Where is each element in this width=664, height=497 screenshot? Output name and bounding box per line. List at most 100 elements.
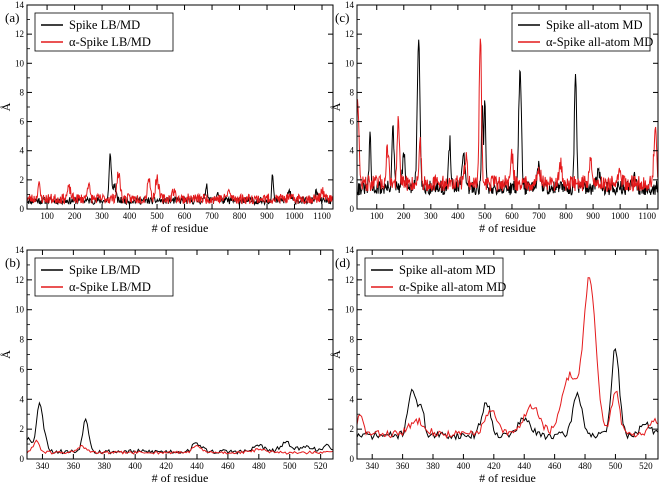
x-tick-label: 360	[67, 461, 81, 471]
x-tick-label: 100	[40, 211, 54, 221]
x-tick-label: 800	[233, 211, 247, 221]
y-tick-label: 4	[350, 146, 355, 156]
legend-label: α-Spike LB/MD	[69, 35, 151, 49]
x-tick-label: 600	[505, 211, 519, 221]
series-line	[27, 401, 333, 455]
chart-panel: 0 2 4 6 8 10 12 14 100 200 300 400 500 600 700 800 900 10…	[329, 0, 659, 235]
legend-label: α-Spike LB/MD	[69, 280, 151, 294]
y-tick-label: 2	[20, 175, 25, 185]
y-tick-label: 14	[345, 0, 355, 10]
x-tick-label: 400	[128, 461, 142, 471]
y-tick-label: 2	[350, 424, 355, 434]
legend-label: Spike LB/MD	[69, 263, 140, 277]
series-line	[357, 347, 658, 441]
panel-label: (d)	[335, 255, 350, 270]
x-tick-label: 200	[397, 211, 411, 221]
x-axis-label: # of residue	[152, 221, 209, 235]
y-axis-label: Å	[0, 350, 13, 359]
x-tick-label: 440	[517, 461, 531, 471]
y-tick-label: 0	[350, 454, 355, 464]
y-tick-label: 14	[15, 0, 25, 10]
series-line	[27, 171, 333, 205]
y-tick-label: 0	[350, 204, 355, 214]
x-tick-label: 400	[457, 461, 471, 471]
x-tick-label: 340	[365, 461, 379, 471]
x-tick-label: 480	[578, 461, 592, 471]
y-tick-label: 10	[345, 58, 355, 68]
y-tick-label: 10	[15, 305, 25, 315]
x-tick-label: 460	[221, 461, 235, 471]
x-tick-label: 500	[150, 211, 164, 221]
series-line	[357, 277, 658, 439]
y-tick-label: 12	[15, 29, 24, 39]
y-tick-label: 14	[345, 245, 355, 255]
y-tick-label: 14	[15, 245, 25, 255]
y-tick-label: 4	[20, 394, 25, 404]
chart-panel: 0 2 4 6 8 10 12 14 340 360 380 400 420 440 460 480 500 52…	[329, 245, 659, 485]
y-tick-label: 0	[20, 204, 25, 214]
y-axis-label: Å	[0, 102, 13, 111]
x-tick-label: 1000	[611, 211, 630, 221]
x-tick-label: 200	[68, 211, 82, 221]
x-tick-label: 520	[639, 461, 653, 471]
chart-panel: 0 2 4 6 8 10 12 14 340 360 380 400 420 440 460 480 500 52…	[0, 245, 334, 485]
panel-label: (c)	[335, 10, 349, 25]
x-tick-label: 360	[396, 461, 410, 471]
x-tick-label: 380	[98, 461, 112, 471]
panel-label: (b)	[5, 255, 20, 270]
x-tick-label: 520	[314, 461, 328, 471]
y-axis-label: Å	[329, 102, 343, 111]
y-tick-label: 10	[15, 58, 25, 68]
legend-box	[511, 12, 651, 52]
y-tick-label: 10	[345, 305, 355, 315]
series-line	[357, 38, 658, 193]
y-tick-label: 2	[350, 175, 355, 185]
x-tick-label: 900	[260, 211, 274, 221]
legend-label: α-Spike all-atom MD	[399, 280, 506, 294]
y-tick-label: 8	[20, 335, 25, 345]
x-tick-label: 460	[548, 461, 562, 471]
x-tick-label: 100	[370, 211, 384, 221]
panel-label: (a)	[5, 10, 19, 25]
series-line	[357, 39, 658, 197]
x-tick-label: 700	[205, 211, 219, 221]
x-tick-label: 1100	[638, 211, 656, 221]
x-tick-label: 500	[283, 461, 297, 471]
x-tick-label: 340	[36, 461, 50, 471]
chart-panel: 0 2 4 6 8 10 12 14 100 200 300 400 500 600 700 800 900 10…	[0, 0, 334, 235]
y-tick-label: 8	[20, 87, 25, 97]
series-line	[27, 439, 333, 455]
x-tick-label: 440	[190, 461, 204, 471]
legend-label: Spike LB/MD	[69, 18, 140, 32]
legend-label: Spike all-atom MD	[399, 263, 496, 277]
x-tick-label: 380	[426, 461, 440, 471]
y-tick-label: 6	[350, 364, 355, 374]
x-tick-label: 300	[424, 211, 438, 221]
x-tick-label: 400	[451, 211, 465, 221]
x-tick-label: 1000	[286, 211, 305, 221]
y-tick-label: 8	[350, 87, 355, 97]
legend-box	[34, 12, 174, 52]
y-tick-label: 4	[350, 394, 355, 404]
x-tick-label: 500	[609, 461, 623, 471]
y-tick-label: 12	[345, 29, 354, 39]
x-tick-label: 500	[478, 211, 492, 221]
y-tick-label: 8	[350, 335, 355, 345]
x-tick-label: 600	[178, 211, 192, 221]
y-tick-label: 6	[350, 117, 355, 127]
x-tick-label: 700	[532, 211, 546, 221]
x-tick-label: 400	[123, 211, 137, 221]
y-tick-label: 6	[20, 364, 25, 374]
y-tick-label: 4	[20, 146, 25, 156]
x-tick-label: 420	[159, 461, 173, 471]
y-tick-label: 0	[20, 454, 25, 464]
y-axis-label: Å	[329, 350, 343, 359]
legend-box	[34, 257, 174, 297]
legend-label: α-Spike all-atom MD	[546, 35, 653, 49]
x-tick-label: 420	[487, 461, 501, 471]
y-tick-label: 6	[20, 117, 25, 127]
legend-box	[364, 257, 504, 297]
x-tick-label: 480	[252, 461, 266, 471]
y-tick-label: 12	[15, 275, 24, 285]
